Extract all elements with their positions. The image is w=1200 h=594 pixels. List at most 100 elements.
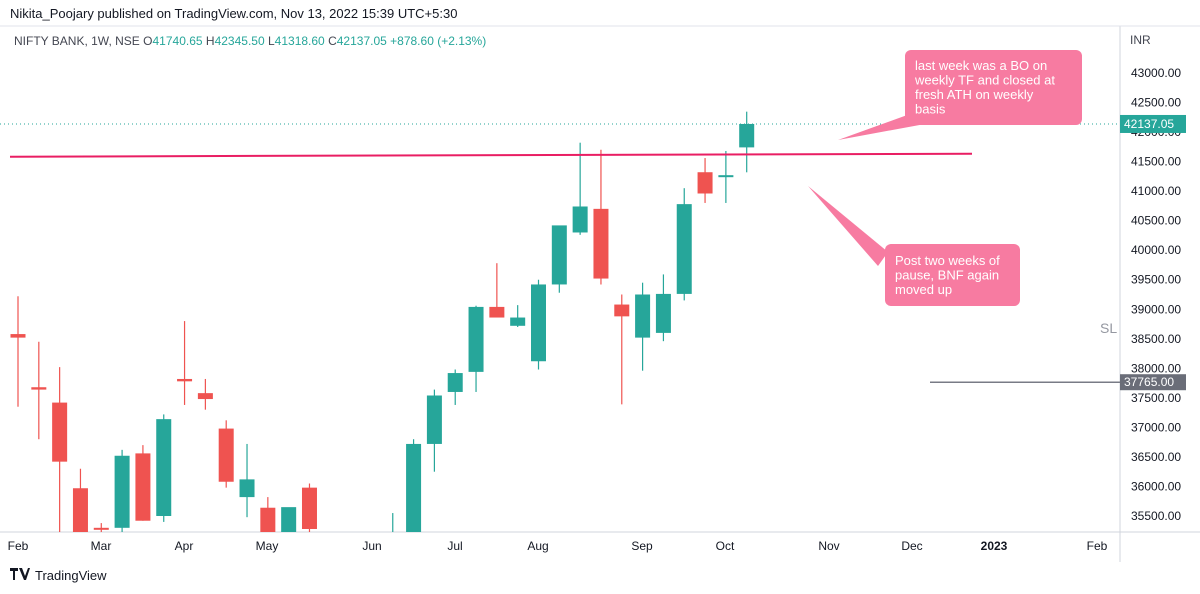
tradingview-logo-icon (10, 568, 30, 583)
candle-body (385, 534, 400, 536)
candle-body (718, 175, 734, 178)
candle-body (510, 317, 526, 326)
candle (551, 225, 567, 293)
time-tick-label: Jun (362, 539, 381, 553)
low-value: 41318.60 (274, 34, 325, 48)
candle (10, 296, 26, 407)
candle-body (301, 487, 317, 529)
callout-top-box (905, 50, 1082, 125)
price-tick-label: 42500.00 (1131, 96, 1181, 110)
close-value: 42137.05 (336, 34, 387, 48)
resistance-line[interactable] (9, 152, 973, 158)
open-value: 41740.65 (152, 34, 203, 48)
callout-bottom-pointer (808, 186, 888, 266)
price-tick-label: 41000.00 (1131, 184, 1181, 198)
callout-top-text: basis (915, 102, 946, 117)
price-tick-label: 43000.00 (1131, 66, 1181, 80)
time-tick-label: Mar (91, 539, 112, 553)
candle (114, 449, 130, 532)
published-line: Nikita_Poojary published on TradingView.… (10, 6, 458, 21)
last-price-badge (1120, 114, 1186, 133)
sl-text: SL (1100, 320, 1117, 336)
candle (385, 513, 400, 536)
candle (197, 378, 213, 410)
candle (156, 414, 172, 522)
candle-body (239, 479, 255, 498)
callout-top-text: weekly TF and closed at (914, 73, 1055, 88)
candle-body (697, 172, 713, 194)
candle (72, 468, 88, 532)
time-ticks: Feb Mar Apr May Jun Jul Aug Sep Oct Nov Dec 2023 Feb (8, 539, 1108, 553)
candle-body (593, 208, 609, 279)
candle (697, 158, 713, 203)
candle-body (260, 507, 276, 532)
callout-bottom-text: pause, BNF again (895, 268, 999, 283)
candle (447, 369, 463, 405)
time-tick-label: Feb (8, 539, 29, 553)
time-tick-label: Nov (818, 539, 839, 553)
candle-body (406, 443, 422, 532)
candle (593, 149, 609, 285)
callout-top-text: fresh ATH on weekly (915, 87, 1034, 102)
candle (52, 367, 68, 532)
change-value: +878.60 (+2.13%) (390, 34, 487, 48)
candle-body (197, 393, 213, 400)
candle-body (572, 206, 588, 233)
time-tick-label: Apr (175, 539, 194, 553)
candle (31, 341, 47, 440)
candle-body (218, 428, 234, 482)
candle-body (551, 225, 567, 285)
price-tick-label: 36000.00 (1131, 479, 1181, 493)
callout-top-text: last week was a BO on (915, 58, 1047, 73)
close-label: C (328, 34, 337, 48)
candle-body (31, 387, 47, 390)
candle-body (10, 334, 26, 338)
low-label: L (267, 34, 275, 48)
tradingview-brand[interactable]: TradingView (10, 568, 107, 583)
callout-top-pointer (838, 114, 925, 140)
candle (135, 445, 151, 521)
price-tick-label: 40000.00 (1131, 243, 1181, 257)
time-tick-label: Dec (901, 539, 922, 553)
time-tick-label: Jul (447, 539, 462, 553)
time-tick-label: Feb (1087, 539, 1108, 553)
candle (301, 483, 317, 532)
currency-label: INR (1130, 33, 1151, 47)
candle-body (614, 304, 630, 317)
time-tick-label: Oct (716, 539, 735, 553)
candle-body (72, 488, 88, 532)
candle (281, 507, 297, 532)
brand-name: TradingView (35, 568, 107, 583)
annotations: 42137.05 37765.00 SL last week was a BO onw… (808, 50, 1186, 391)
symbol-legend: NIFTY BANK, 1W, NSE O41740.65 H42345.50 … (14, 34, 486, 48)
candle (364, 534, 379, 536)
level-label: 37765.00 (1124, 375, 1174, 389)
callout-bottom-text: Post two weeks of (895, 253, 1000, 268)
candle-body (635, 294, 651, 338)
candle-body (156, 419, 172, 516)
candle-body (426, 395, 442, 444)
candle-body (468, 306, 484, 372)
open-label: O (143, 34, 153, 48)
candle-body (52, 402, 68, 462)
price-tick-label: 36500.00 (1131, 450, 1181, 464)
price-ticks: 43000.00 42500.00 42000.00 41500.00 41000.00… (1131, 66, 1181, 523)
candle (572, 142, 588, 235)
high-value: 42345.50 (214, 34, 265, 48)
price-tick-label: 38500.00 (1131, 332, 1181, 346)
overlays (0, 123, 1120, 383)
price-tick-label: 39000.00 (1131, 302, 1181, 316)
candle (655, 274, 671, 342)
candle (323, 534, 338, 536)
candles (10, 111, 755, 536)
candle (676, 188, 692, 301)
high-label: H (205, 34, 215, 48)
callout-bottom-box (885, 244, 1020, 306)
candle-body (655, 293, 671, 333)
candle-body (281, 507, 297, 532)
price-tick-label: 41500.00 (1131, 155, 1181, 169)
price-tick-label: 35500.00 (1131, 509, 1181, 523)
